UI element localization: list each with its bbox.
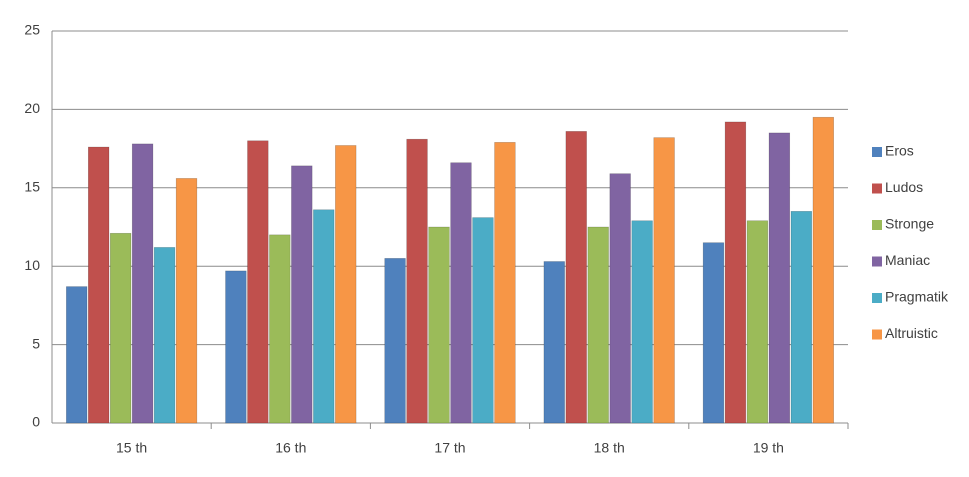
legend-swatch (872, 147, 882, 157)
bar (428, 226, 450, 424)
bar (631, 220, 653, 424)
bar (472, 217, 494, 424)
bar (450, 162, 472, 424)
bar (609, 173, 631, 424)
bar (335, 145, 357, 424)
bar (790, 211, 813, 424)
bar (291, 165, 313, 424)
x-tick-label: 15 th (116, 440, 147, 456)
legend-label: Pragmatik (885, 289, 949, 305)
y-tick-label: 5 (32, 335, 40, 351)
bar (406, 138, 428, 424)
bar (653, 137, 675, 424)
legend-label: Ludos (885, 179, 923, 195)
legend-label: Maniac (885, 252, 930, 268)
x-tick-label: 17 th (434, 440, 465, 456)
bar (587, 226, 609, 424)
bar (66, 286, 88, 424)
x-tick-label: 19 th (753, 440, 784, 456)
legend-swatch (872, 293, 882, 303)
y-tick-label: 15 (24, 179, 40, 195)
bar (153, 247, 176, 424)
y-tick-label: 20 (24, 100, 40, 116)
x-tick-label: 18 th (594, 440, 625, 456)
legend-swatch (872, 220, 882, 230)
legend-swatch (872, 329, 882, 340)
bar (87, 146, 110, 424)
legend-label: Stronge (885, 216, 934, 232)
y-tick-label: 0 (32, 414, 40, 430)
legend-label: Altruistic (885, 325, 938, 341)
x-tick-label: 16 th (275, 440, 306, 456)
bar (565, 131, 587, 424)
bar (812, 116, 834, 424)
bar (131, 143, 154, 424)
bar (724, 121, 747, 424)
bar (109, 232, 132, 424)
legend-label: Eros (885, 143, 914, 159)
bar (247, 140, 269, 424)
bar (746, 220, 769, 424)
bar (269, 234, 291, 424)
legend-swatch (872, 183, 882, 194)
y-tick-label: 25 (24, 22, 40, 38)
legend-swatch (872, 256, 882, 267)
bar (384, 258, 406, 424)
bar (543, 261, 565, 424)
bar (225, 270, 247, 424)
bar (175, 178, 198, 424)
bar (702, 242, 725, 424)
bar (494, 142, 516, 424)
bar (313, 209, 335, 424)
y-tick-label: 10 (24, 257, 40, 273)
bar (768, 132, 791, 424)
